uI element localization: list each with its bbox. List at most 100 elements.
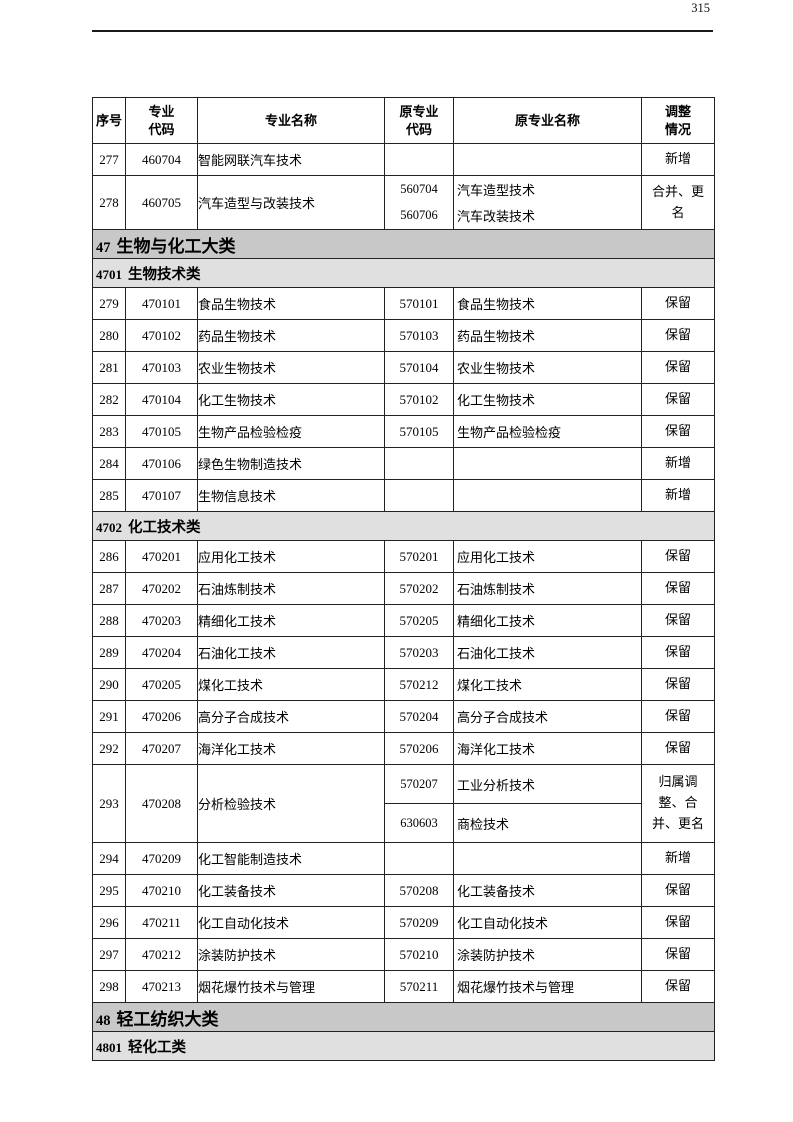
column-header-old-code: 原专业 代码 [384,97,454,144]
cell-index: 293 [92,764,126,843]
cell-adjustment: 新增 [641,447,715,480]
cell-adjustment: 保留 [641,540,715,573]
cell-adjustment: 保留 [641,415,715,448]
cell-old-name [453,479,642,512]
cell-name: 农业生物技术 [197,351,385,384]
old-name-entry: 汽车改装技术 [457,209,536,225]
cell-index: 289 [92,636,126,669]
cell-adjustment: 保留 [641,668,715,701]
table-row: 291 470206 高分子合成技术 570204 高分子合成技术 保留 [92,700,715,733]
cell-old-code [384,479,454,512]
cell-index: 284 [92,447,126,480]
header-rule [92,30,713,32]
section-title: 48 轻工纺织大类 [92,1002,715,1032]
cell-code: 470201 [125,540,198,573]
cell-code: 470209 [125,842,198,875]
cell-old-code: 570205 [384,604,454,637]
cell-adjustment: 保留 [641,604,715,637]
cell-index: 283 [92,415,126,448]
cell-code: 470211 [125,906,198,939]
subsection-title: 4701 生物技术类 [92,258,715,288]
cell-old-name [453,842,642,875]
cell-adjustment: 新增 [641,842,715,875]
cell-name: 绿色生物制造技术 [197,447,385,480]
cell-index: 282 [92,383,126,416]
section-number: 4801 [96,1039,122,1055]
section-row: 48 轻工纺织大类 [92,1002,715,1032]
cell-adjustment: 保留 [641,319,715,352]
cell-old-name: 农业生物技术 [453,351,642,384]
table-row: 288 470203 精细化工技术 570205 精细化工技术 保留 [92,604,715,637]
cell-old-name: 生物产品检验检疫 [453,415,642,448]
section-number: 4701 [96,266,122,282]
cell-old-name [453,143,642,176]
table-row: 298 470213 烟花爆竹技术与管理 570211 烟花爆竹技术与管理 保留 [92,970,715,1003]
table-body: 277 460704 智能网联汽车技术 新增 278 460705 汽车造型与改装技术 560… [92,143,715,1061]
cell-index: 288 [92,604,126,637]
cell-old-code: 570211 [384,970,454,1003]
cell-name: 石油炼制技术 [197,572,385,605]
cell-old-code: 570209 [384,906,454,939]
table-row: 293 470208 分析检验技术 570207 630603 工业分析技术 商检技术 归属调… [92,764,715,843]
old-name-stack: 工业分析技术商检技术 [454,766,641,842]
cell-old-code: 570212 [384,668,454,701]
cell-old-code: 570103 [384,319,454,352]
cell-index: 295 [92,874,126,907]
cell-old-name: 石油炼制技术 [453,572,642,605]
table-row: 279 470101 食品生物技术 570101 食品生物技术 保留 [92,287,715,320]
cell-index: 297 [92,938,126,971]
cell-old-code: 570101 [384,287,454,320]
cell-code: 470206 [125,700,198,733]
cell-old-code: 570210 [384,938,454,971]
cell-index: 279 [92,287,126,320]
column-header-code: 专业 代码 [125,97,198,144]
cell-index: 298 [92,970,126,1003]
subsection-row: 4701 生物技术类 [92,258,715,288]
cell-adjustment: 新增 [641,479,715,512]
cell-old-name: 涂装防护技术 [453,938,642,971]
cell-old-code: 560704 560706 [384,175,454,230]
cell-code: 470210 [125,874,198,907]
cell-name: 生物产品检验检疫 [197,415,385,448]
cell-old-name: 烟花爆竹技术与管理 [453,970,642,1003]
cell-old-name: 化工装备技术 [453,874,642,907]
section-label: 生物与化工大类 [116,236,236,256]
cell-adjustment: 保留 [641,287,715,320]
cell-code: 460704 [125,143,198,176]
cell-code: 470213 [125,970,198,1003]
cell-name: 化工智能制造技术 [197,842,385,875]
section-number: 48 [96,1012,111,1029]
cell-adjustment: 保留 [641,636,715,669]
old-name-entry: 商检技术 [454,803,641,842]
table-row: 289 470204 石油化工技术 570203 石油化工技术 保留 [92,636,715,669]
cell-index: 291 [92,700,126,733]
cell-old-code [384,143,454,176]
cell-code: 470208 [125,764,198,843]
header-row: 序号 专业 代码 专业名称 原专业 代码 原专业名称 调整 情况 [92,97,715,144]
old-code-entry: 570207 [400,776,438,791]
cell-code: 470107 [125,479,198,512]
cell-old-name: 应用化工技术 [453,540,642,573]
cell-code: 470101 [125,287,198,320]
cell-old-code [384,842,454,875]
old-name-entry: 工业分析技术 [457,777,536,793]
table-row: 295 470210 化工装备技术 570208 化工装备技术 保留 [92,874,715,907]
cell-index: 285 [92,479,126,512]
subsection-title: 4801 轻化工类 [92,1031,715,1061]
cell-name: 涂装防护技术 [197,938,385,971]
cell-old-name: 汽车造型技术 汽车改装技术 [453,175,642,230]
cell-name: 烟花爆竹技术与管理 [197,970,385,1003]
table-row: 278 460705 汽车造型与改装技术 560704 560706 汽车造型技术 汽车改装… [92,175,715,230]
cell-name: 化工装备技术 [197,874,385,907]
old-code-entry: 560706 [400,208,438,223]
cell-index: 287 [92,572,126,605]
section-label: 化工技术类 [128,519,201,536]
cell-code: 470205 [125,668,198,701]
cell-old-name: 煤化工技术 [453,668,642,701]
cell-code: 470106 [125,447,198,480]
cell-code: 470103 [125,351,198,384]
cell-old-code: 570204 [384,700,454,733]
majors-table: 序号 专业 代码 专业名称 原专业 代码 原专业名称 调整 情况 277 460704 智能网… [92,97,715,1061]
cell-name: 石油化工技术 [197,636,385,669]
table-row: 287 470202 石油炼制技术 570202 石油炼制技术 保留 [92,572,715,605]
